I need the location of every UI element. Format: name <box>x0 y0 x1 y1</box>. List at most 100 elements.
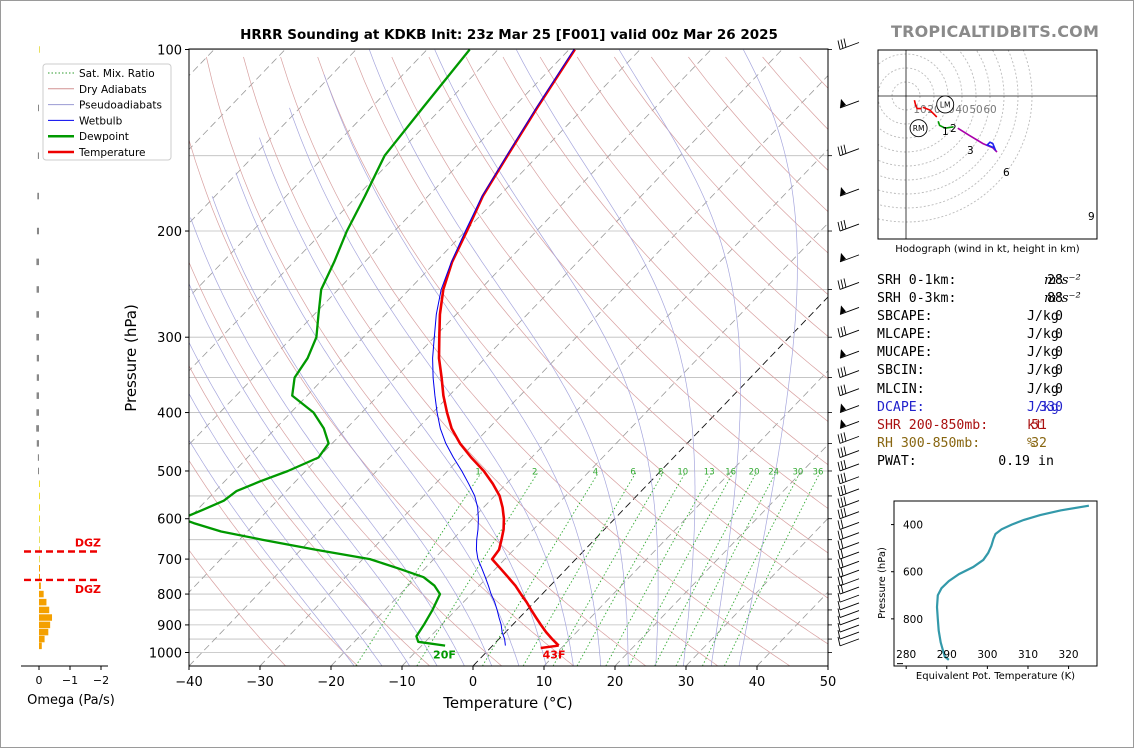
theta-e-x-axis-label: Equivalent Pot. Temperature (K) <box>916 671 1075 682</box>
isotherm-line <box>259 75 828 666</box>
parameter-row: MLCIN: 0 J/kg <box>877 381 1097 399</box>
wind-barb-flag <box>837 498 841 508</box>
wind-barb-flag <box>837 615 841 626</box>
dry-adiabat-line <box>206 56 647 666</box>
y-tick-label: 300 <box>157 331 182 346</box>
wind-barb <box>837 608 860 618</box>
wind-barb-flag <box>837 600 841 611</box>
parameter-label: SBCIN: <box>877 363 925 379</box>
mixing-ratio-line <box>675 472 777 666</box>
storm-motion-label: RM <box>913 124 925 133</box>
theta-e-x-tick-label: 280 <box>896 649 916 661</box>
wind-barb <box>837 446 860 458</box>
parameter-row: RH 300-850mb: 32% <box>877 435 1097 453</box>
dry-adiabat-line <box>189 261 503 666</box>
dry-adiabat-line <box>189 365 430 666</box>
dry-adiabat-line <box>391 56 828 554</box>
omega-bar <box>39 628 49 636</box>
omega-bar <box>38 467 39 475</box>
x-tick-label: 10 <box>536 675 553 690</box>
omega-bar <box>39 492 40 500</box>
wind-barb <box>837 432 860 444</box>
wind-barb <box>837 496 860 509</box>
hodograph-segment <box>957 127 998 153</box>
dry-adiabat-line <box>317 56 828 645</box>
wind-barb <box>837 615 860 626</box>
wind-barb <box>837 384 860 397</box>
parameter-label: SHR 200-850mb: <box>877 417 989 433</box>
wind-barb-flag <box>840 367 844 377</box>
theta-e-x-tick-label: 310 <box>1018 649 1038 661</box>
wind-barb-flag <box>837 559 841 569</box>
storm-motion-marker <box>909 119 928 138</box>
hodograph-ring-label: 40 <box>955 104 968 116</box>
wind-barb-flag <box>837 509 841 519</box>
dewpoint-profile <box>189 49 471 647</box>
omega-bar <box>36 425 39 432</box>
wind-barb <box>837 366 860 378</box>
wind-barb-staff <box>839 350 860 359</box>
legend-label: Sat. Mix. Ratio <box>79 68 155 80</box>
mixing-ratio-label: 13 <box>704 468 715 478</box>
wind-barb-staff <box>839 602 860 611</box>
mixing-ratio-label: 16 <box>725 468 736 478</box>
wind-barb <box>837 539 860 550</box>
legend: Sat. Mix. Ratio Dry Adiabats Pseudoadiabat… <box>42 63 172 161</box>
wind-barb <box>837 519 860 530</box>
mixing-ratio-line <box>355 472 482 666</box>
wind-barb-flag <box>837 622 841 633</box>
hodograph-height-label: 3 <box>967 145 974 157</box>
y-tick-label: 100 <box>157 44 182 59</box>
wind-barb-flag <box>840 447 844 457</box>
wind-barb-flag <box>840 385 844 395</box>
parameter-value: 51 <box>1031 417 1047 433</box>
wind-barb-pennant <box>840 187 846 197</box>
hodograph-segment <box>937 120 954 130</box>
mixing-ratio-label: 24 <box>768 468 779 478</box>
dgz-label: DGZ <box>75 583 101 596</box>
wind-barb-flag <box>837 576 841 586</box>
wind-barb-flag <box>843 432 847 442</box>
wind-barb-flag <box>837 474 841 484</box>
mixing-ratio-line <box>552 472 664 666</box>
dry-adiabat-line <box>354 56 828 599</box>
parameter-label: PWAT: <box>877 453 917 469</box>
dry-adiabat-line <box>428 56 828 509</box>
hodograph-frame <box>877 49 1098 240</box>
wind-barb <box>837 484 860 497</box>
omega-bar <box>36 374 39 381</box>
wind-barb-flag <box>837 549 841 560</box>
parameter-label: MLCIN: <box>877 381 925 397</box>
mixing-ratio-label: 30 <box>792 468 803 478</box>
parameter-row: SHR 200-850mb: 51 kt <box>877 417 1097 435</box>
pseudoadiabat-line <box>189 341 411 666</box>
pseudoadiabat-line <box>618 49 741 666</box>
hodograph-height-label: 9 <box>1088 211 1095 223</box>
mixing-ratio-line <box>701 472 801 666</box>
mixing-ratio-label: 10 <box>677 468 688 478</box>
parameter-unit: kt <box>1027 417 1043 433</box>
wind-barb <box>837 507 860 520</box>
wind-barb <box>837 548 860 560</box>
chart-title: HRRR Sounding at KDKB Init: 23z Mar 25 [… <box>240 27 778 43</box>
mixing-ratio-line <box>605 472 713 666</box>
wind-barb <box>837 593 860 603</box>
omega-bar <box>39 504 40 511</box>
dry-adiabat-line <box>539 56 828 380</box>
mixing-ratio-label: 1 <box>475 468 480 478</box>
x-tick-label: −40 <box>175 675 202 690</box>
omega-bar <box>38 104 39 112</box>
parameter-unit: J/kg <box>1027 345 1059 361</box>
wind-barb-flag <box>840 529 844 539</box>
parameter-row: SBCIN: 0 J/kg <box>877 362 1097 380</box>
x-tick-label: 0 <box>469 675 477 690</box>
wind-barb <box>839 419 860 429</box>
parameter-value: 88 <box>1047 291 1063 307</box>
omega-bar <box>39 546 40 553</box>
wind-barb-flag <box>840 539 844 549</box>
omega-bar <box>36 311 39 318</box>
theta-e-plot <box>935 504 1090 661</box>
wind-barb-pennant <box>840 419 846 429</box>
wind-barb-flag <box>840 508 844 518</box>
